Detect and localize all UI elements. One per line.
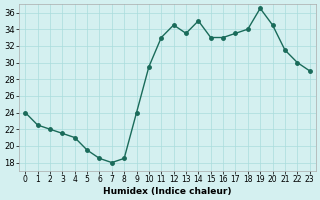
X-axis label: Humidex (Indice chaleur): Humidex (Indice chaleur) [103, 187, 232, 196]
